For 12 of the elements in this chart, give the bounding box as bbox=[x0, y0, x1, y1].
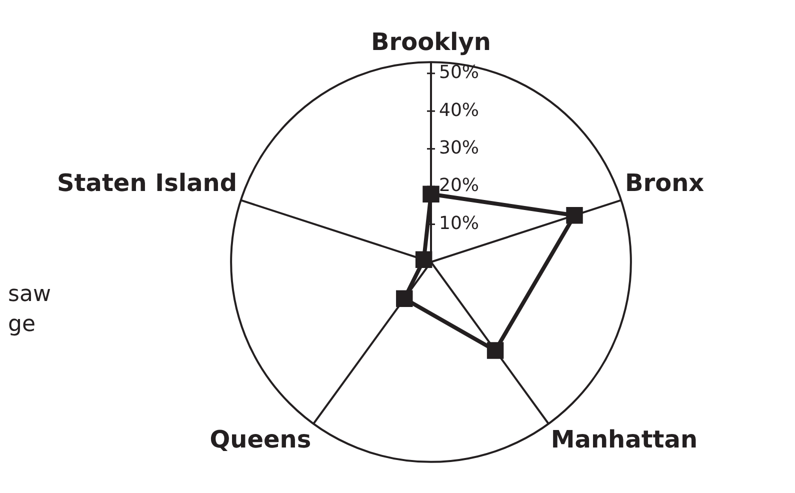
y-tick-label: 50% bbox=[439, 62, 480, 84]
spoke-label: Bronx bbox=[624, 168, 705, 197]
spoke-label: Staten Island bbox=[57, 168, 238, 197]
spoke-label: Manhattan bbox=[550, 426, 698, 454]
spoke-label: Brooklyn bbox=[370, 28, 492, 56]
y-tick-label: 10% bbox=[439, 212, 480, 234]
text: ge bbox=[8, 311, 36, 339]
y-tick-label: 40% bbox=[439, 100, 480, 121]
y-tick-label: 20% bbox=[439, 175, 480, 196]
spoke-label: Queens bbox=[210, 426, 312, 454]
y-tick-label: 30% bbox=[439, 138, 480, 158]
text: saw bbox=[8, 281, 51, 309]
